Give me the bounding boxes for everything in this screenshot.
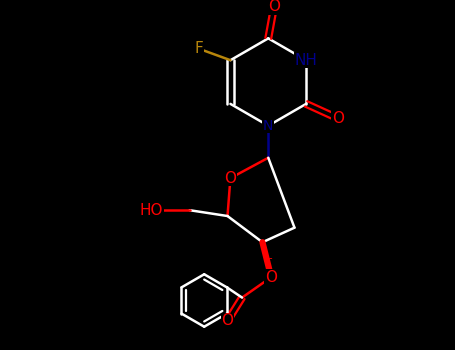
Text: HO: HO <box>140 203 163 218</box>
Text: NH: NH <box>295 53 318 68</box>
Text: O: O <box>222 313 233 328</box>
Text: O: O <box>224 171 237 186</box>
Text: O: O <box>332 111 344 126</box>
Text: F: F <box>194 41 203 56</box>
Text: O: O <box>265 270 277 285</box>
Text: ⌐: ⌐ <box>265 253 273 264</box>
Text: N: N <box>263 119 273 133</box>
Text: O: O <box>268 0 280 14</box>
